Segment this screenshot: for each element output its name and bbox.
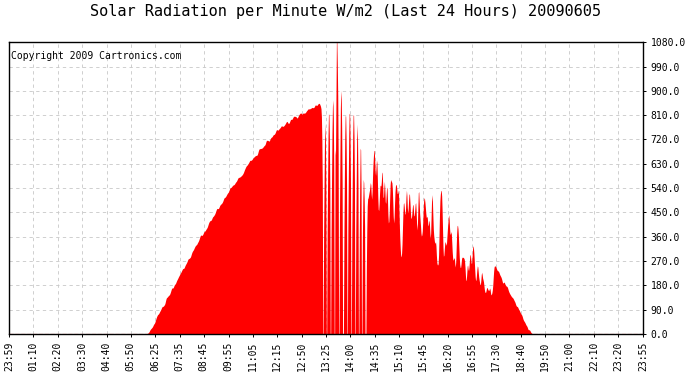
- Text: Solar Radiation per Minute W/m2 (Last 24 Hours) 20090605: Solar Radiation per Minute W/m2 (Last 24…: [90, 4, 600, 19]
- Text: Copyright 2009 Cartronics.com: Copyright 2009 Cartronics.com: [11, 51, 181, 61]
